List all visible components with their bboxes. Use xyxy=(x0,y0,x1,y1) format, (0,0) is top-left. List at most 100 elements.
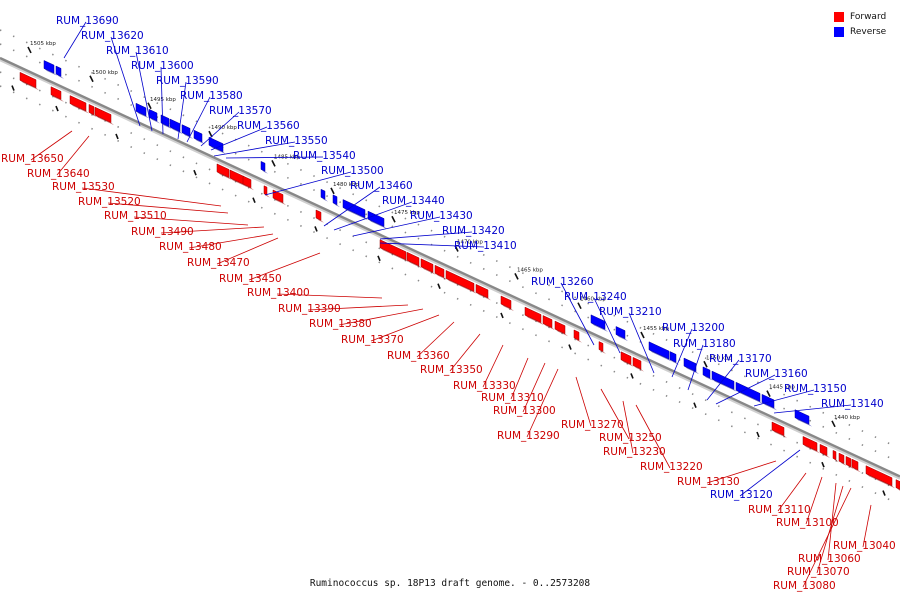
reverse-gene-label: RUM_13210 xyxy=(599,306,662,318)
forward-gene-leader xyxy=(188,233,274,249)
gene-shadow xyxy=(684,366,699,375)
reverse-gene-feature xyxy=(43,60,57,76)
gene-body xyxy=(845,455,852,468)
gene-body xyxy=(445,269,475,292)
scale-tick-label: 1460 kbp xyxy=(580,297,606,303)
reverse-gene-feature xyxy=(702,366,713,381)
gene-body xyxy=(669,351,677,363)
forward-gene-leader xyxy=(160,226,265,234)
minor-tick-mark xyxy=(500,312,504,319)
gene-shadow xyxy=(703,374,713,381)
scale-tick-label: 1505 kbp xyxy=(30,41,56,47)
forward-gene-label: RUM_13070 xyxy=(787,566,850,578)
gene-shadow xyxy=(161,122,172,130)
reverse-gene-leader xyxy=(593,297,621,354)
gene-body xyxy=(135,102,147,117)
scale-tick-mark xyxy=(640,331,645,339)
gene-body xyxy=(148,108,158,122)
reverse-gene-leader xyxy=(706,359,740,401)
forward-gene-label: RUM_13040 xyxy=(833,540,896,552)
forward-gene-feature xyxy=(315,209,324,223)
reverse-gene-leader xyxy=(628,312,655,374)
forward-gene-leader xyxy=(862,504,872,548)
gene-shadow xyxy=(316,217,324,223)
scale-tick-mark xyxy=(89,75,94,83)
gene-shadow xyxy=(762,402,777,411)
forward-gene-label: RUM_13450 xyxy=(219,273,282,285)
forward-gene-label: RUM_13100 xyxy=(776,517,839,529)
gene-body xyxy=(406,251,420,267)
reverse-gene-label: RUM_13540 xyxy=(293,150,356,162)
minor-tick-mark xyxy=(252,197,256,203)
forward-gene-label: RUM_13130 xyxy=(677,476,740,488)
backbone-line xyxy=(0,56,900,478)
forward-gene-leader xyxy=(370,314,440,342)
gene-shadow xyxy=(649,349,672,362)
forward-gene-label: RUM_13230 xyxy=(603,446,666,458)
forward-gene-leader xyxy=(622,400,634,454)
reverse-gene-feature xyxy=(55,65,64,79)
figure-caption: Ruminococcus sp. 18P13 draft genome. - 0… xyxy=(309,578,591,589)
reverse-gene-feature xyxy=(794,409,812,427)
minor-tick-mark xyxy=(568,344,572,350)
minor-tick-mark xyxy=(377,255,381,262)
reverse-gene-leader xyxy=(773,404,852,414)
forward-swatch xyxy=(834,11,844,22)
gene-body xyxy=(216,163,230,178)
reverse-gene-label: RUM_13180 xyxy=(673,338,736,350)
reverse-gene-leader xyxy=(753,389,815,407)
reverse-gene-leader xyxy=(225,156,324,159)
gene-body xyxy=(632,356,642,370)
scale-tick-label: 1470 kbp xyxy=(457,240,483,246)
forward-gene-leader xyxy=(522,362,546,413)
gene-shadow xyxy=(182,132,193,139)
gene-shadow xyxy=(866,473,895,489)
gene-shadow xyxy=(230,177,247,187)
reverse-gene-label: RUM_13460 xyxy=(350,180,413,192)
gene-body xyxy=(895,479,900,490)
legend: Forward Reverse xyxy=(834,9,892,39)
scale-tick-mark xyxy=(577,302,582,310)
gene-shadow xyxy=(95,115,114,126)
gene-shadow xyxy=(421,266,436,275)
gene-body xyxy=(851,458,859,471)
gene-shadow xyxy=(616,334,628,342)
forward-gene-feature xyxy=(19,71,39,91)
reverse-gene-label: RUM_13120 xyxy=(710,489,773,501)
forward-gene-leader xyxy=(816,485,844,574)
forward-gene-feature xyxy=(554,320,568,337)
forward-gene-feature xyxy=(242,175,254,191)
reverse-gene-label: RUM_13260 xyxy=(531,276,594,288)
genome-backbone xyxy=(0,56,900,480)
gene-body xyxy=(181,124,191,137)
reverse-gene-feature xyxy=(367,210,387,230)
forward-gene-feature xyxy=(88,103,97,118)
gene-body xyxy=(315,209,322,221)
reverse-gene-label: RUM_13690 xyxy=(56,15,119,27)
reverse-gene-feature xyxy=(320,188,328,202)
forward-gene-feature xyxy=(94,106,114,126)
gene-body xyxy=(771,421,785,436)
forward-gene-label: RUM_13470 xyxy=(187,257,250,269)
forward-gene-label: RUM_13640 xyxy=(27,168,90,180)
reverse-gene-label: RUM_13600 xyxy=(131,60,194,72)
gene-shadow xyxy=(209,145,226,155)
forward-gene-label: RUM_13310 xyxy=(481,392,544,404)
reverse-gene-label: RUM_13580 xyxy=(180,90,243,102)
gene-body xyxy=(88,103,95,116)
reverse-gene-leader xyxy=(379,231,473,240)
minor-tick-mark xyxy=(693,402,697,409)
forward-gene-label: RUM_13370 xyxy=(341,334,404,346)
reverse-gene-label: RUM_13150 xyxy=(784,383,847,395)
scale-tick-mark xyxy=(766,390,771,397)
reverse-gene-label: RUM_13620 xyxy=(81,30,144,42)
forward-gene-leader xyxy=(510,357,529,400)
forward-gene-leader xyxy=(449,333,481,372)
reverse-gene-label: RUM_13550 xyxy=(265,135,328,147)
reverse-gene-feature xyxy=(590,314,608,332)
minor-tick-mark xyxy=(756,431,760,438)
reverse-gene-feature xyxy=(669,351,679,365)
forward-gene-label: RUM_13530 xyxy=(52,181,115,193)
gene-body xyxy=(272,189,284,203)
minor-tick-mark xyxy=(193,169,197,176)
